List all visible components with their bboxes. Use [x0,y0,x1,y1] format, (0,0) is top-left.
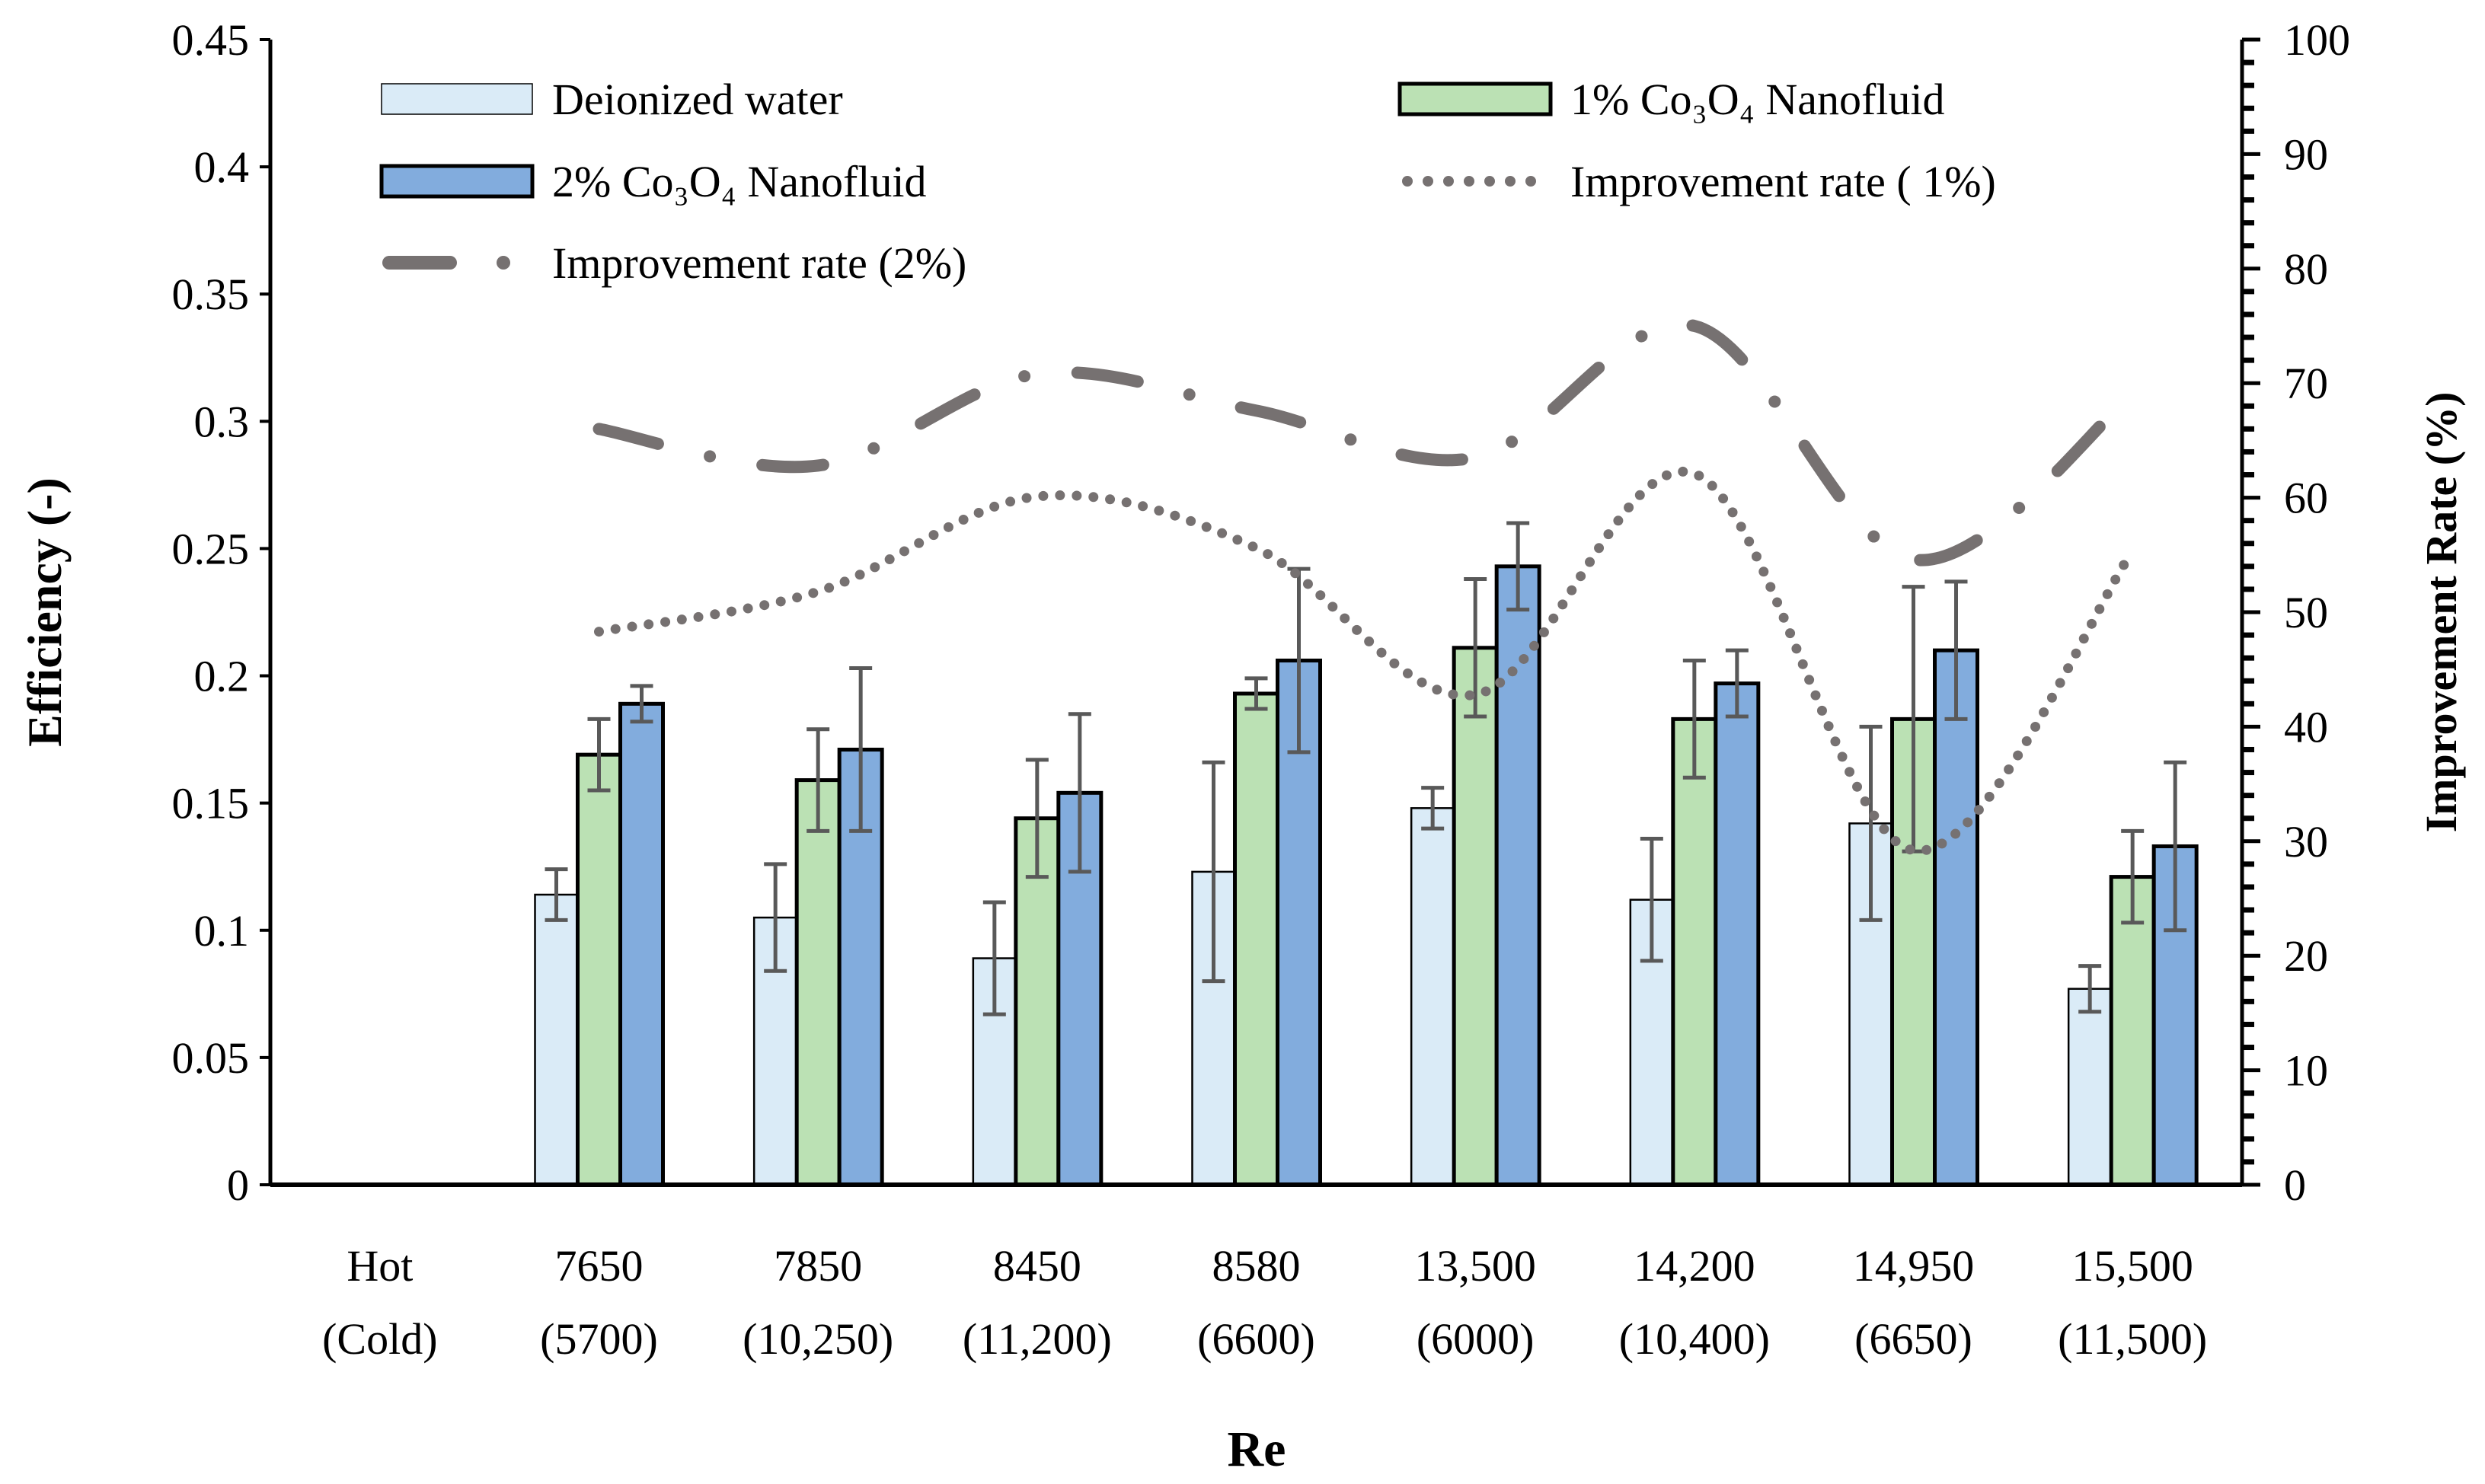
legend-swatch [381,83,533,115]
y2-tick-label: 0 [2284,1160,2306,1210]
y2-tick-label: 40 [2284,702,2328,752]
y2-tick-label: 90 [2284,129,2328,179]
x-axis-label: Re [1228,1422,1286,1477]
bar-1-5 [1452,646,1499,1187]
y-tick-label: 0.45 [172,15,250,65]
y2-tick-label: 30 [2284,817,2328,866]
x-tick-label: 7650 [555,1241,644,1291]
improvement-line-1pct [594,466,2138,856]
y2-tick-label: 10 [2284,1046,2328,1096]
legend-swatch [1397,81,1553,116]
bar-1-2 [794,778,842,1187]
y2-tick-label: 80 [2284,244,2328,294]
y-tick-label: 0.1 [194,906,250,956]
bar-0-5 [1410,807,1455,1186]
y2-tick-label: 20 [2284,931,2328,981]
improvement-line-2pct [593,318,2139,566]
x-tick-label-cold: (6650) [1854,1314,1972,1364]
bar-0-1 [534,893,579,1186]
y-tick-label: 0.3 [194,397,250,446]
legend-label: 1% Co₃O₄ Nanofluid [1570,75,1945,124]
y-tick-label: 0.4 [194,142,250,192]
x-tick-label-cold: (5700) [540,1314,658,1364]
y-tick-label: 0.15 [172,779,250,828]
y2-tick-label: 60 [2284,474,2328,523]
x-tick-label-cold: (10,400) [1619,1314,1770,1364]
bar-1-4 [1233,691,1279,1187]
y-axis-label: Efficiency (-) [18,477,72,747]
y2-axis-label: Improvement Rate (%) [2416,392,2466,833]
bar-1-6 [1671,716,1718,1187]
legend-label: Improvement rate ( 1%) [1570,157,1996,206]
bar-2-5 [1494,564,1541,1187]
x-tick-label: 15,500 [2071,1241,2193,1291]
x-tick-label-cold: (Cold) [322,1314,437,1364]
legend-swatch [379,164,535,199]
y2-tick-label: 70 [2284,359,2328,408]
y2-tick-label: 50 [2284,588,2328,637]
bar-2-6 [1714,681,1761,1187]
legend-label: Deionized water [552,75,843,124]
x-tick-label-cold: (11,500) [2058,1314,2207,1364]
x-tick-label-cold: (11,200) [963,1314,1112,1364]
y-tick-label: 0.2 [194,652,250,701]
x-tick-label: 8580 [1212,1241,1301,1291]
x-tick-label-cold: (6600) [1197,1314,1315,1364]
y-tick-label: 0.35 [172,270,250,319]
x-tick-label: Hot [347,1241,413,1291]
x-tick-label-cold: (6000) [1417,1314,1535,1364]
y-tick-label: 0.05 [172,1033,250,1083]
x-tick-label: 7850 [774,1241,862,1291]
bar-0-8 [2067,988,2113,1186]
legend-label: Improvement rate (2%) [552,238,966,288]
x-tick-label-cold: (10,250) [743,1314,893,1364]
y2-tick-label: 100 [2284,15,2350,65]
bar-1-1 [576,752,622,1187]
x-tick-label: 13,500 [1414,1241,1536,1291]
bar-2-1 [618,701,665,1187]
y-tick-label: 0.25 [172,524,250,573]
y-tick-label: 0 [227,1160,249,1210]
legend-label: 2% Co₃O₄ Nanofluid [552,157,927,206]
x-tick-label: 8450 [993,1241,1081,1291]
x-tick-label: 14,950 [1853,1241,1975,1291]
bar-2-7 [1933,648,1979,1187]
x-tick-label: 14,200 [1634,1241,1755,1291]
